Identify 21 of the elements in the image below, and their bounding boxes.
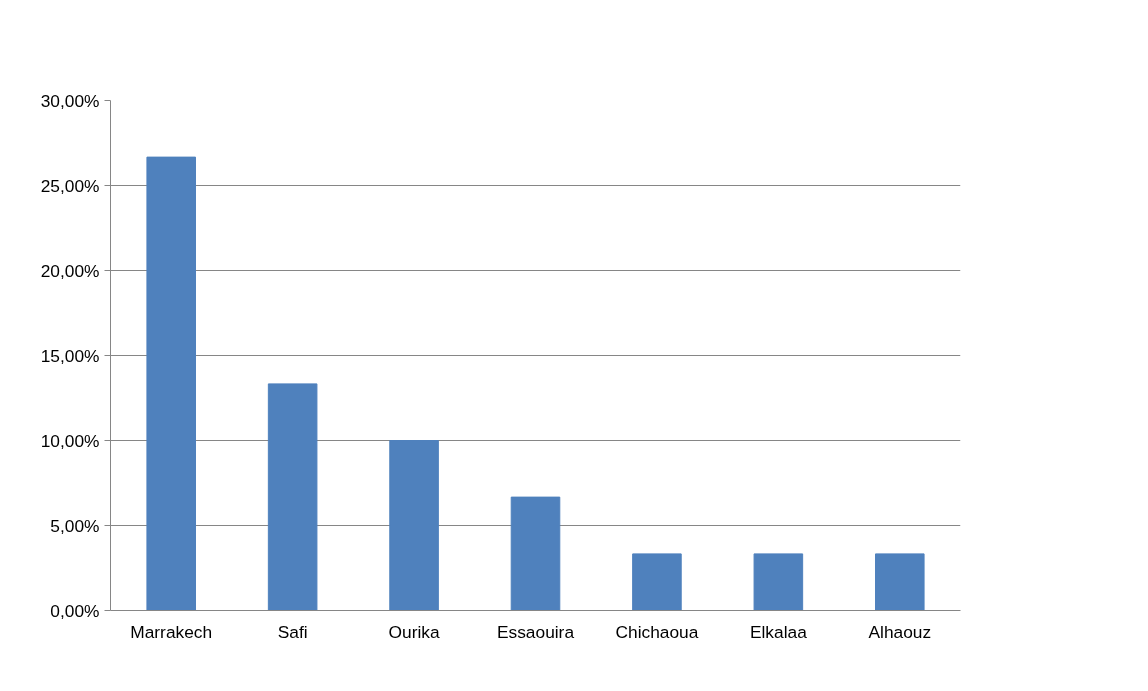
x-tick-label: Elkalaa <box>749 621 808 642</box>
bar <box>267 383 318 611</box>
y-tick-label: 15,00% <box>40 345 100 366</box>
y-tick-label: 25,00% <box>40 175 100 196</box>
bar <box>146 156 196 611</box>
y-tick-label: 20,00% <box>40 260 100 281</box>
bar <box>875 553 925 611</box>
bar <box>632 553 682 611</box>
bar <box>753 553 804 611</box>
y-tick-label: 10,00% <box>40 430 100 451</box>
x-tick-label: Marrakech <box>130 621 213 642</box>
y-tick-label: 5,00% <box>50 515 100 536</box>
x-tick-label: Safi <box>277 621 308 642</box>
y-tick-label: 0,00% <box>50 600 100 621</box>
y-tick-label: 30,00% <box>40 90 100 111</box>
x-tick-label: Ourika <box>388 621 440 642</box>
bar <box>389 440 439 611</box>
x-tick-label: Essaouira <box>496 621 575 642</box>
x-tick-label: Chichaoua <box>615 621 699 642</box>
x-tick-label: Alhaouz <box>868 621 932 642</box>
bar <box>510 496 561 611</box>
